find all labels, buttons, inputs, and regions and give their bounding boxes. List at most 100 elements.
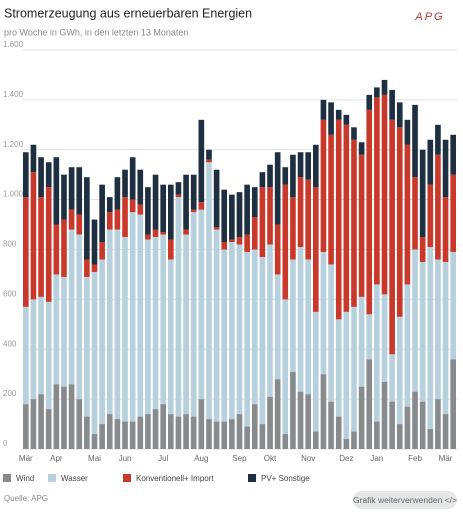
bar-segment bbox=[91, 264, 98, 272]
bar-segment bbox=[290, 154, 296, 198]
bar-segment bbox=[442, 139, 449, 198]
bar-segment bbox=[168, 259, 174, 415]
x-tick-label: Sep bbox=[232, 454, 247, 463]
bar-segment bbox=[244, 234, 250, 252]
bar-segment bbox=[297, 391, 304, 449]
bar-segment bbox=[38, 157, 44, 198]
legend-swatch bbox=[248, 474, 256, 482]
bar-segment bbox=[267, 164, 273, 188]
bar-segment bbox=[328, 401, 334, 449]
reuse-button[interactable]: Grafik weiterverwenden </> bbox=[353, 491, 457, 509]
bar-segment bbox=[61, 219, 67, 277]
bar-segment bbox=[30, 144, 37, 173]
bar-segment bbox=[290, 197, 296, 260]
bar-segment bbox=[175, 194, 182, 198]
bar-segment bbox=[381, 294, 388, 382]
bar-segment bbox=[366, 109, 373, 315]
bar-segment bbox=[175, 197, 182, 417]
source: Quelle: APG bbox=[4, 494, 48, 503]
bar-segment bbox=[91, 219, 98, 265]
bar-segment bbox=[343, 114, 350, 125]
bar-segment bbox=[221, 189, 228, 243]
bar-segment bbox=[313, 144, 319, 188]
bar-segment bbox=[91, 434, 98, 449]
bar-segment bbox=[229, 242, 235, 420]
bar-segment bbox=[221, 242, 228, 250]
bar-segment bbox=[99, 424, 105, 449]
bar-segment bbox=[274, 224, 281, 275]
bar-segment bbox=[450, 174, 456, 252]
bar-segment bbox=[251, 217, 258, 250]
bar-segment bbox=[198, 209, 205, 400]
bar-segment bbox=[30, 172, 37, 300]
bar-segment bbox=[450, 134, 456, 175]
bar-segment bbox=[175, 182, 182, 195]
bar-segment bbox=[290, 259, 296, 372]
bar-segment bbox=[190, 212, 197, 417]
x-tick-label: Mär bbox=[19, 454, 33, 463]
bar-segment bbox=[76, 214, 83, 235]
bar-segment bbox=[114, 419, 121, 449]
x-tick-label: Jun bbox=[119, 454, 132, 463]
bar-segment bbox=[412, 391, 418, 449]
bar-segment bbox=[137, 204, 144, 215]
bar-segment bbox=[114, 209, 121, 230]
bar-segment bbox=[84, 259, 90, 277]
bar-segment bbox=[84, 177, 90, 260]
legend-label: PV+ Sonstige bbox=[261, 474, 310, 483]
x-tick-label: Feb bbox=[408, 454, 422, 463]
bar-segment bbox=[419, 237, 426, 262]
x-tick-label: Okt bbox=[264, 454, 277, 463]
bar-segment bbox=[76, 167, 83, 215]
bar-segment bbox=[198, 119, 205, 203]
bar-segment bbox=[137, 169, 144, 205]
bar-segment bbox=[38, 296, 44, 395]
x-tick-label: Mai bbox=[88, 454, 101, 463]
bar-segment bbox=[152, 409, 159, 449]
x-tick-label: Apr bbox=[50, 454, 63, 463]
bar-segment bbox=[251, 404, 258, 449]
bar-segment bbox=[152, 174, 159, 230]
bar-segment bbox=[61, 174, 67, 220]
bar-segment bbox=[396, 316, 403, 425]
bar-segment bbox=[76, 234, 83, 400]
bar-segment bbox=[343, 311, 350, 440]
bar-segment bbox=[328, 264, 334, 402]
bar-segment bbox=[366, 94, 373, 110]
bar-segment bbox=[229, 419, 235, 449]
bar-segment bbox=[221, 421, 228, 449]
bar-segment bbox=[389, 119, 395, 355]
bar-segment bbox=[145, 239, 151, 415]
bar-segment bbox=[427, 184, 434, 248]
bar-segment bbox=[412, 249, 418, 392]
bar-segment bbox=[435, 154, 441, 260]
bar-segment bbox=[259, 256, 266, 425]
bar-segment bbox=[129, 212, 136, 422]
bar-segment bbox=[259, 187, 266, 257]
bar-segment bbox=[160, 232, 166, 235]
bar-segment bbox=[282, 167, 289, 185]
bar-segment bbox=[412, 104, 418, 178]
bar-segment bbox=[389, 354, 395, 402]
bar-segment bbox=[389, 401, 395, 449]
bar-segment bbox=[396, 424, 403, 449]
bar-segment bbox=[145, 414, 151, 449]
bar-segment bbox=[206, 419, 212, 449]
bar-segment bbox=[168, 239, 174, 260]
bar-segment bbox=[152, 229, 159, 238]
bar-segment bbox=[320, 119, 327, 252]
bar-segment bbox=[160, 184, 166, 233]
bar-segment bbox=[206, 149, 212, 160]
bar-segment bbox=[53, 274, 60, 385]
bar-segment bbox=[190, 416, 197, 449]
y-tick-label: 0 bbox=[3, 439, 8, 448]
bar-segment bbox=[229, 194, 235, 240]
bar-segment bbox=[106, 197, 113, 213]
bar-segment bbox=[335, 319, 342, 417]
bar-segment bbox=[236, 192, 243, 238]
bar-segment bbox=[122, 421, 128, 449]
bar-segment bbox=[412, 177, 418, 250]
bar-segment bbox=[419, 149, 426, 238]
bar-segment bbox=[183, 234, 189, 415]
